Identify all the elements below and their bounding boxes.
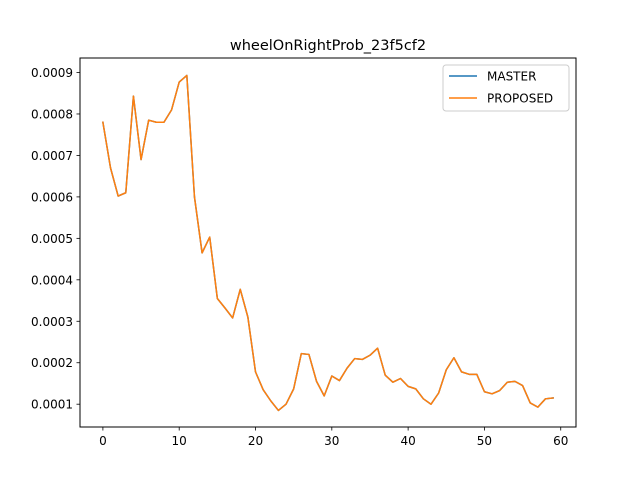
- legend: MASTER PROPOSED: [442, 64, 570, 112]
- y-tick-label: 0.0002: [31, 356, 73, 370]
- chart-title: wheelOnRightProb_23f5cf2: [230, 38, 426, 54]
- plot-frame: [79, 57, 577, 428]
- x-tick-label: 30: [324, 434, 339, 448]
- y-tick-label: 0.0006: [31, 190, 73, 204]
- series-line-proposed: [102, 74, 554, 412]
- y-tick-label: 0.0007: [31, 149, 73, 163]
- x-tick-label: 60: [553, 434, 568, 448]
- x-tick-label: 20: [248, 434, 263, 448]
- x-tick-label: 40: [400, 434, 415, 448]
- legend-label-proposed: PROPOSED: [487, 92, 553, 106]
- y-tick-label: 0.0001: [31, 398, 73, 412]
- x-tick-label: 0: [99, 434, 107, 448]
- y-tick-label: 0.0003: [31, 315, 73, 329]
- y-axis: 0.0001 0.0002 0.0003 0.0004 0.0005 0.0006 0.00…: [31, 66, 80, 412]
- x-tick-label: 10: [172, 434, 187, 448]
- y-tick-label: 0.0004: [31, 273, 73, 287]
- y-tick-label: 0.0008: [31, 107, 73, 121]
- y-tick-label: 0.0009: [31, 66, 73, 80]
- y-tick-label: 0.0005: [31, 232, 73, 246]
- x-axis: 0 10 20 30 40 50 60: [99, 427, 568, 448]
- legend-label-master: MASTER: [487, 70, 536, 84]
- x-tick-label: 50: [477, 434, 492, 448]
- series-layer: [102, 74, 554, 412]
